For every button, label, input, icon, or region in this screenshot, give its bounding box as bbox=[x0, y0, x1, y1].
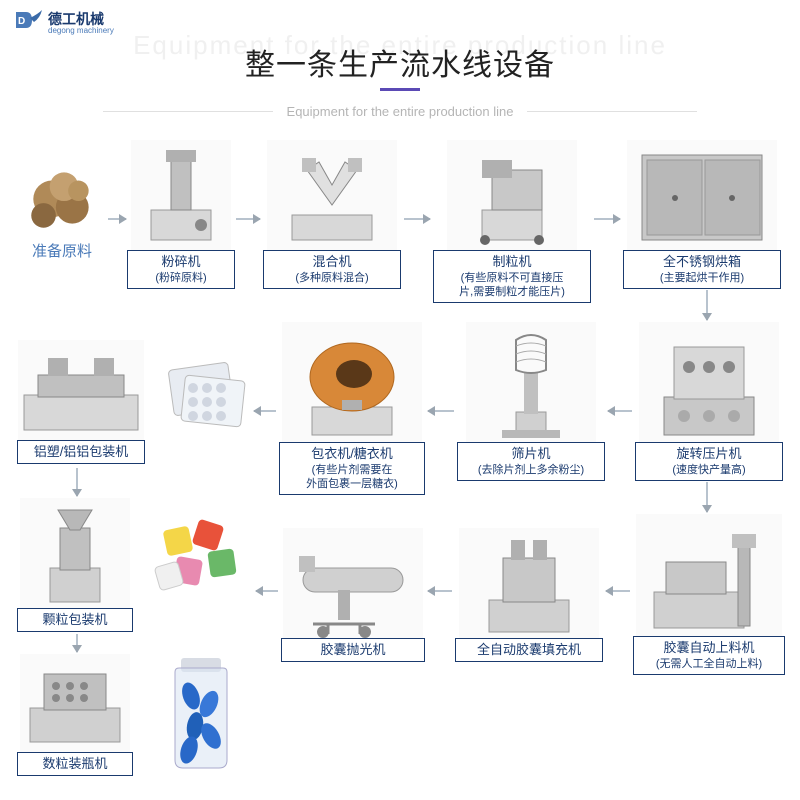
arrow bbox=[256, 590, 278, 592]
node-filler: 全自动胶囊填充机 bbox=[454, 528, 604, 662]
filler-title: 全自动胶囊填充机 bbox=[477, 642, 581, 659]
node-coating: 包衣机/糖衣机 (有些片剂需要在 外面包裹一层糖衣) bbox=[278, 322, 426, 495]
node-raw-material: 准备原料 bbox=[16, 158, 108, 261]
polisher-title: 胶囊抛光机 bbox=[320, 642, 385, 659]
mixer-icon bbox=[267, 140, 397, 250]
rotary-title: 旋转压片机 bbox=[676, 446, 741, 463]
granulator-note: (有些原料不可直接压 片,需要制粒才能压片) bbox=[459, 271, 565, 300]
granulator-title: 制粒机 bbox=[492, 254, 531, 271]
polisher-icon bbox=[283, 528, 423, 638]
arrow bbox=[108, 218, 126, 220]
granule-packer-title: 颗粒包装机 bbox=[42, 612, 107, 629]
mixer-title: 混合机 bbox=[312, 254, 351, 271]
sieve-title: 筛片机 bbox=[511, 446, 550, 463]
arrow bbox=[254, 410, 276, 412]
crusher-icon bbox=[131, 140, 231, 250]
sieve-note: (去除片剂上多余粉尘) bbox=[478, 463, 584, 477]
arrow bbox=[428, 590, 452, 592]
node-polisher: 胶囊抛光机 bbox=[280, 528, 426, 662]
bottle-counter-icon bbox=[20, 654, 130, 752]
arrow bbox=[76, 468, 78, 496]
blister-title: 铝塑/铝铝包装机 bbox=[34, 444, 129, 461]
subtitle-en: Equipment for the entire production line bbox=[287, 104, 514, 119]
arrow bbox=[606, 590, 630, 592]
node-counter: 数粒装瓶机 bbox=[16, 654, 134, 776]
arrow bbox=[236, 218, 260, 220]
arrow bbox=[706, 290, 708, 320]
rotary-note: (速度快产量高) bbox=[672, 463, 745, 477]
node-oven: 全不锈钢烘箱 (主要起烘干作用) bbox=[622, 140, 782, 289]
oven-note: (主要起烘干作用) bbox=[660, 271, 744, 285]
rotary-press-icon bbox=[639, 322, 779, 442]
coating-icon bbox=[282, 322, 422, 442]
granule-packer-icon bbox=[20, 498, 130, 608]
node-sieve: 筛片机 (去除片剂上多余粉尘) bbox=[456, 322, 606, 481]
blister-icon bbox=[18, 340, 144, 440]
node-mixer: 混合机 (多种原料混合) bbox=[262, 140, 402, 289]
raw-material-icon bbox=[18, 158, 106, 240]
oven-icon bbox=[627, 140, 777, 250]
node-rotary: 旋转压片机 (速度快产量高) bbox=[634, 322, 784, 481]
capsule-bottle-icon bbox=[147, 648, 255, 774]
oven-title: 全不锈钢烘箱 bbox=[663, 254, 741, 271]
granulator-icon bbox=[447, 140, 577, 250]
sample-blister-pack bbox=[158, 348, 254, 442]
page-title: 整一条生产流水线设备 bbox=[245, 40, 555, 84]
coating-title: 包衣机/糖衣机 bbox=[311, 446, 393, 463]
subtitle-row: Equipment for the entire production line bbox=[0, 104, 800, 119]
arrow bbox=[594, 218, 620, 220]
arrow bbox=[706, 482, 708, 512]
crusher-title: 粉碎机 bbox=[161, 254, 200, 271]
sieve-icon bbox=[466, 322, 596, 442]
counter-title: 数粒装瓶机 bbox=[42, 756, 107, 773]
crusher-note: (粉碎原料) bbox=[155, 271, 206, 285]
coating-note: (有些片剂需要在 外面包裹一层糖衣) bbox=[306, 463, 398, 492]
arrow bbox=[76, 634, 78, 652]
node-granulator: 制粒机 (有些原料不可直接压 片,需要制粒才能压片) bbox=[432, 140, 592, 303]
logo-cn-text: 德工机械 bbox=[48, 12, 114, 27]
loader-title: 胶囊自动上料机 bbox=[663, 640, 754, 657]
arrow bbox=[404, 218, 430, 220]
logo-en-text: degong machinery bbox=[48, 27, 114, 36]
loader-note: (无需人工全自动上料) bbox=[656, 657, 762, 671]
arrow bbox=[428, 410, 454, 412]
sample-candy bbox=[146, 508, 254, 608]
capsule-loader-icon bbox=[636, 514, 782, 636]
capsule-filler-icon bbox=[459, 528, 599, 638]
raw-label: 准备原料 bbox=[32, 240, 92, 261]
arrow bbox=[608, 410, 632, 412]
candy-icon bbox=[147, 508, 253, 608]
title-underline bbox=[380, 88, 420, 91]
sample-capsule-bottle bbox=[146, 648, 256, 774]
logo-mark-icon: D bbox=[12, 8, 44, 40]
svg-text:D: D bbox=[18, 16, 25, 27]
blister-pack-icon bbox=[159, 348, 253, 442]
node-granule-packer: 颗粒包装机 bbox=[16, 498, 134, 632]
node-crusher: 粉碎机 (粉碎原料) bbox=[126, 140, 236, 289]
brand-logo: D 德工机械 degong machinery bbox=[12, 8, 114, 40]
node-blister: 铝塑/铝铝包装机 bbox=[16, 340, 146, 464]
node-loader: 胶囊自动上料机 (无需人工全自动上料) bbox=[632, 514, 786, 675]
mixer-note: (多种原料混合) bbox=[295, 271, 368, 285]
